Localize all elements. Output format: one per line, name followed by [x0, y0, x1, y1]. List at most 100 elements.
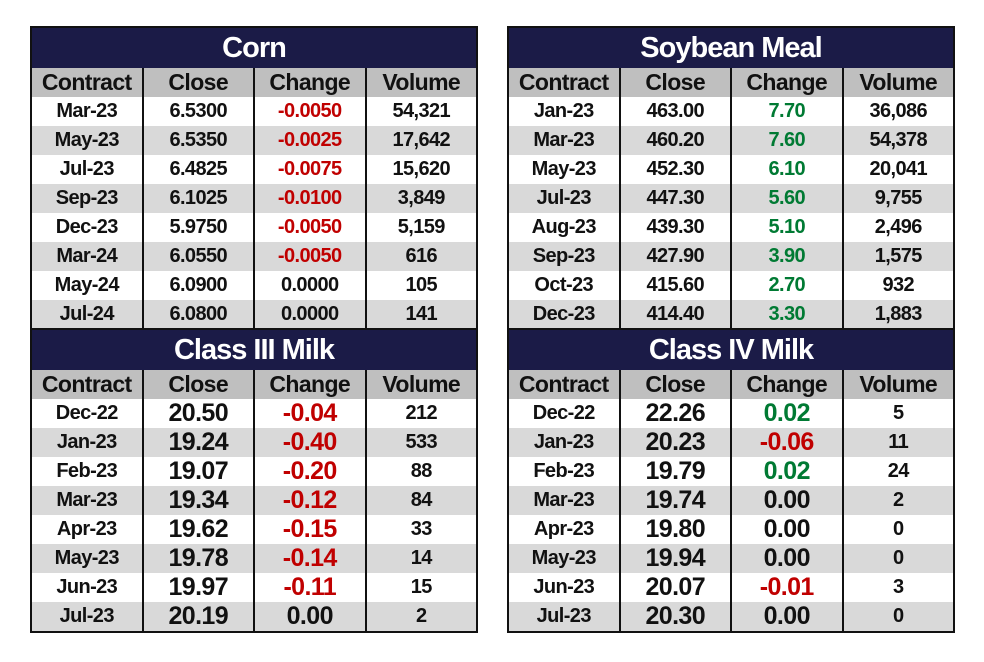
close-cell: 414.40 — [621, 300, 732, 329]
column-header-contract: Contract — [32, 370, 144, 399]
contract-cell: Jun-23 — [509, 573, 621, 602]
table-row: Oct-23 415.60 2.70 932 — [509, 271, 953, 300]
volume-cell: 616 — [405, 245, 438, 267]
volume-cell: 2 — [415, 605, 427, 627]
contract-cell: Mar-23 — [32, 97, 144, 126]
contract-cell: Aug-23 — [509, 213, 621, 242]
column-header-volume: Volume — [859, 371, 938, 397]
table-row: Aug-23 439.30 5.10 2,496 — [509, 213, 953, 242]
change-cell: -0.20 — [255, 457, 367, 486]
column-header-contract: Contract — [509, 370, 621, 399]
change-cell: 5.10 — [732, 213, 844, 242]
change-cell: 0.0000 — [255, 300, 367, 329]
change-cell: 0.00 — [732, 602, 844, 631]
close-cell: 463.00 — [621, 97, 732, 126]
change-cell: -0.11 — [255, 573, 367, 602]
close-cell: 19.34 — [144, 486, 255, 515]
close-cell: 19.62 — [144, 515, 255, 544]
volume-cell: 24 — [887, 460, 910, 482]
contract-cell: Sep-23 — [509, 242, 621, 271]
soybean-meal-table: Soybean Meal Contract Close Change Volume Jan… — [507, 26, 955, 329]
table-row: Jan-23 20.23 -0.06 11 — [509, 428, 953, 457]
table-row: May-23 6.5350 -0.0025 17,642 — [32, 126, 476, 155]
close-cell: 19.07 — [144, 457, 255, 486]
contract-cell: Mar-24 — [32, 242, 144, 271]
table-row: Dec-23 414.40 3.30 1,883 — [509, 300, 953, 329]
contract-cell: Oct-23 — [509, 271, 621, 300]
volume-cell: 84 — [410, 489, 433, 511]
change-cell: 3.90 — [732, 242, 844, 271]
close-cell: 447.30 — [621, 184, 732, 213]
table-row: Dec-23 5.9750 -0.0050 5,159 — [32, 213, 476, 242]
close-cell: 19.74 — [621, 486, 732, 515]
contract-cell: Dec-22 — [32, 399, 144, 428]
change-cell: -0.0025 — [255, 126, 367, 155]
volume-cell: 14 — [410, 547, 433, 569]
contract-cell: Jan-23 — [509, 97, 621, 126]
contract-cell: Jan-23 — [32, 428, 144, 457]
close-cell: 22.26 — [621, 399, 732, 428]
contract-cell: Dec-23 — [32, 213, 144, 242]
table-row: Jun-23 19.97 -0.11 15 — [32, 573, 476, 602]
close-cell: 460.20 — [621, 126, 732, 155]
contract-cell: Jan-23 — [509, 428, 621, 457]
close-cell: 6.0550 — [144, 242, 255, 271]
change-cell: 3.30 — [732, 300, 844, 329]
table-title: Class IV Milk — [509, 330, 953, 370]
close-cell: 427.90 — [621, 242, 732, 271]
table-row: Dec-22 22.26 0.02 5 — [509, 399, 953, 428]
column-header-contract: Contract — [509, 68, 621, 97]
column-header-close: Close — [621, 68, 732, 97]
column-header-volume: Volume — [382, 371, 461, 397]
volume-cell: 2,496 — [874, 216, 923, 238]
volume-cell: 141 — [405, 303, 438, 325]
contract-cell: Apr-23 — [509, 515, 621, 544]
close-cell: 20.23 — [621, 428, 732, 457]
volume-cell: 212 — [405, 402, 438, 424]
change-cell: 7.60 — [732, 126, 844, 155]
close-cell: 20.30 — [621, 602, 732, 631]
change-cell: 6.10 — [732, 155, 844, 184]
table-row: Apr-23 19.62 -0.15 33 — [32, 515, 476, 544]
change-cell: 0.00 — [255, 602, 367, 631]
volume-cell: 0 — [892, 547, 904, 569]
volume-cell: 33 — [410, 518, 433, 540]
contract-cell: Jul-23 — [32, 602, 144, 631]
column-header-change: Change — [732, 68, 844, 97]
close-cell: 20.50 — [144, 399, 255, 428]
table-title: Class III Milk — [32, 330, 476, 370]
change-cell: -0.12 — [255, 486, 367, 515]
contract-cell: May-23 — [32, 544, 144, 573]
header-row: Contract Close Change Volume — [509, 68, 953, 97]
change-cell: -0.06 — [732, 428, 844, 457]
header-row: Contract Close Change Volume — [32, 68, 476, 97]
change-cell: -0.0075 — [255, 155, 367, 184]
contract-cell: Jul-23 — [509, 184, 621, 213]
change-cell: 0.02 — [732, 399, 844, 428]
column-header-close: Close — [144, 370, 255, 399]
volume-cell: 88 — [410, 460, 433, 482]
close-cell: 20.07 — [621, 573, 732, 602]
volume-cell: 5,159 — [397, 216, 446, 238]
volume-cell: 0 — [892, 605, 904, 627]
contract-cell: Mar-23 — [509, 126, 621, 155]
volume-cell: 36,086 — [869, 100, 928, 122]
volume-cell: 533 — [405, 431, 438, 453]
close-cell: 6.0900 — [144, 271, 255, 300]
close-cell: 6.5300 — [144, 97, 255, 126]
volume-cell: 3 — [892, 576, 904, 598]
volume-cell: 15,620 — [392, 158, 451, 180]
volume-cell: 1,883 — [874, 303, 923, 325]
close-cell: 415.60 — [621, 271, 732, 300]
close-cell: 19.24 — [144, 428, 255, 457]
column-header-close: Close — [621, 370, 732, 399]
change-cell: 0.02 — [732, 457, 844, 486]
volume-cell: 105 — [405, 274, 438, 296]
table-row: Jun-23 20.07 -0.01 3 — [509, 573, 953, 602]
close-cell: 6.1025 — [144, 184, 255, 213]
table-row: Jan-23 19.24 -0.40 533 — [32, 428, 476, 457]
volume-cell: 1,575 — [874, 245, 923, 267]
change-cell: -0.14 — [255, 544, 367, 573]
volume-cell: 17,642 — [392, 129, 451, 151]
close-cell: 19.94 — [621, 544, 732, 573]
